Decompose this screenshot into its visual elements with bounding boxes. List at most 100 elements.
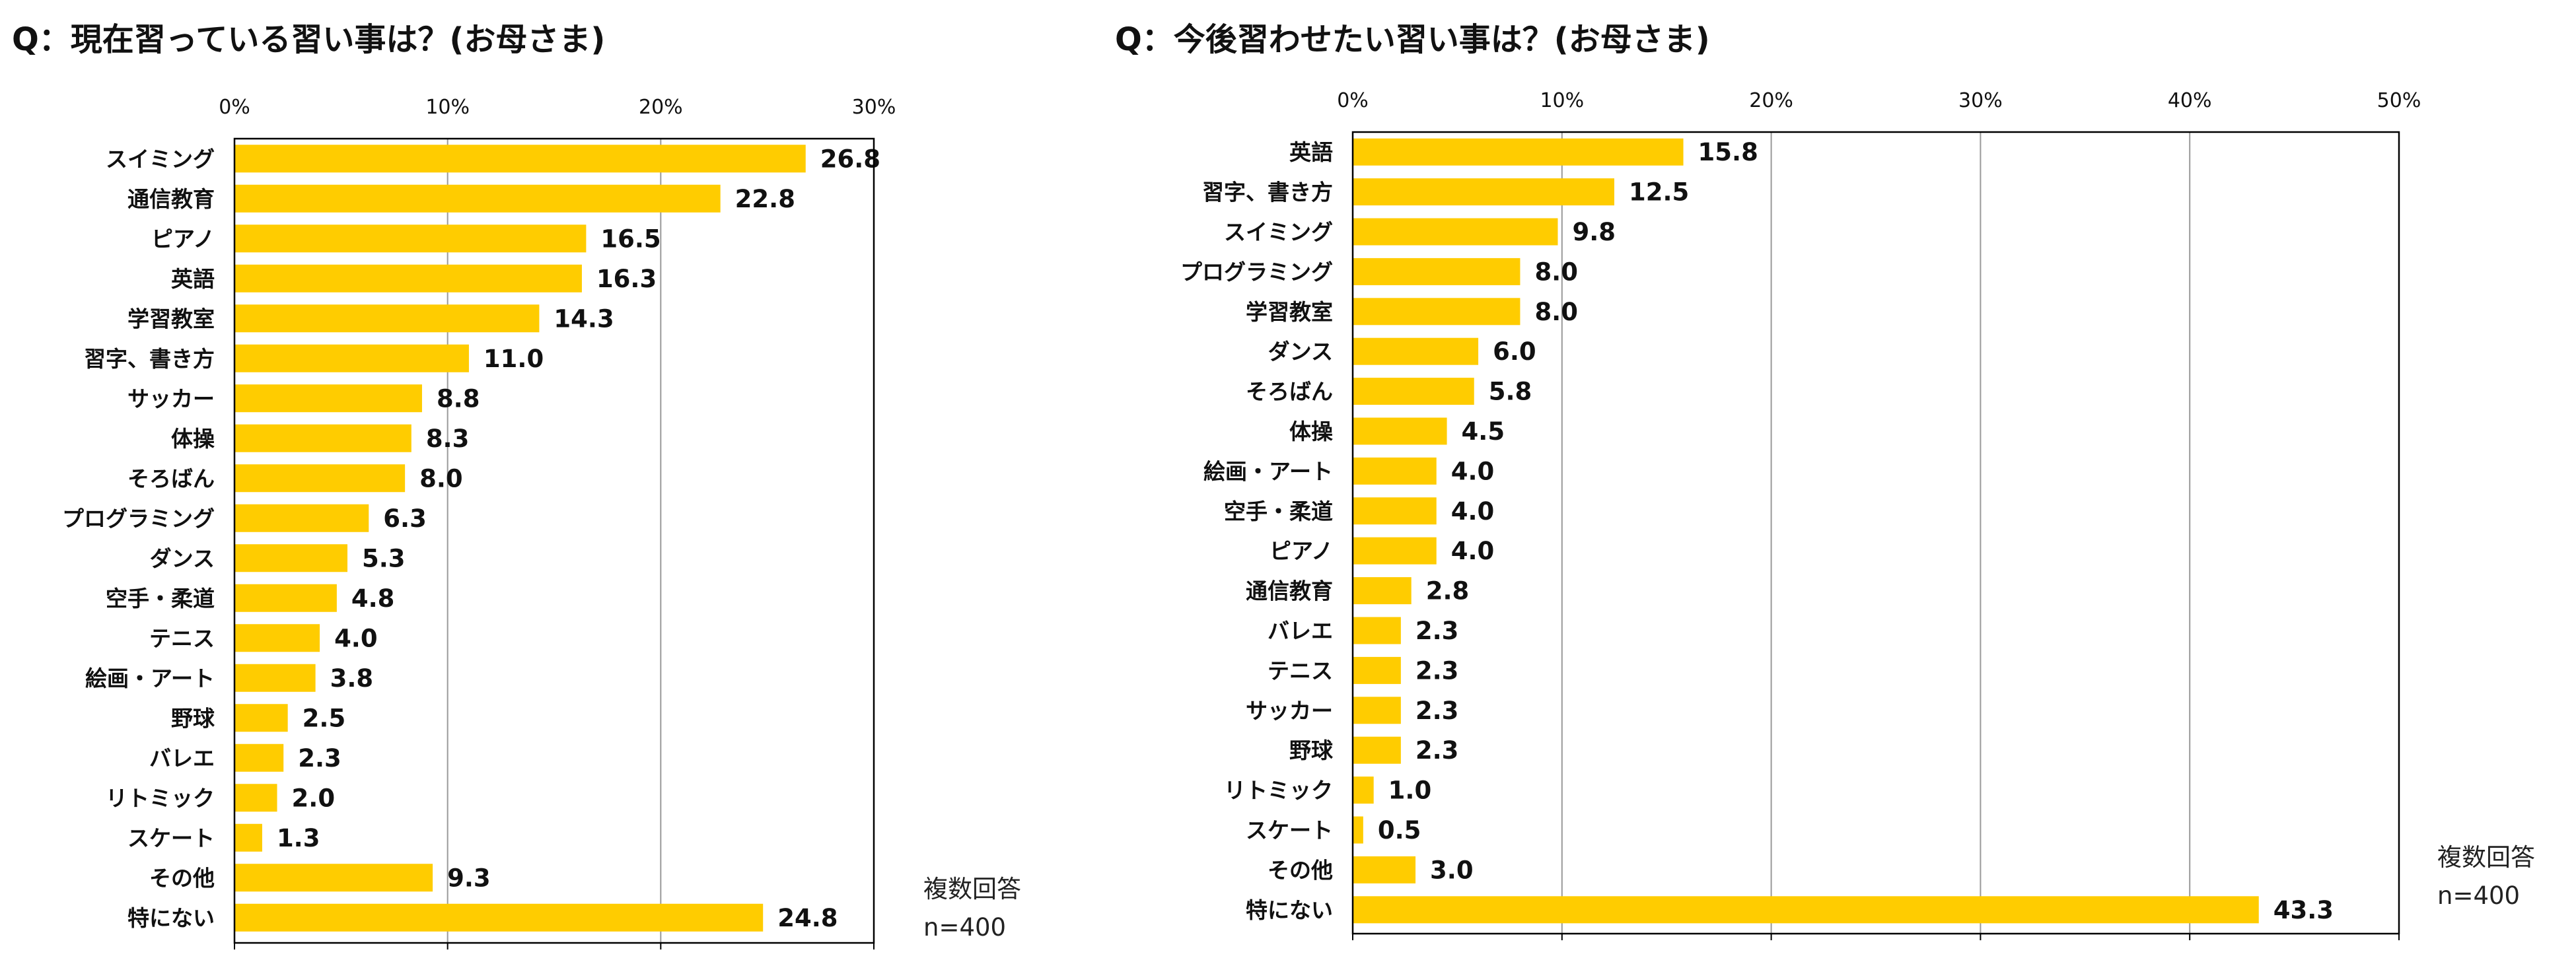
category-label-current-6: サッカー — [127, 386, 215, 411]
category-label-current-4: 学習教室 — [127, 306, 215, 331]
tick-label-future-5: 50% — [2377, 89, 2421, 112]
value-label-current-6: 8.8 — [437, 384, 480, 413]
bar-current-12 — [234, 624, 320, 652]
bar-current-15 — [234, 743, 284, 772]
category-label-future-9: 空手・柔道 — [1224, 499, 1333, 524]
value-label-current-5: 11.0 — [483, 345, 544, 373]
bar-current-10 — [234, 544, 348, 572]
value-label-current-1: 22.8 — [735, 185, 795, 213]
category-label-future-16: リトミック — [1224, 778, 1333, 804]
category-label-current-5: 習字、書き方 — [84, 346, 215, 372]
note-current-line2: n=400 — [923, 913, 1007, 942]
value-label-current-10: 5.3 — [362, 544, 406, 572]
category-label-current-3: 英語 — [171, 266, 215, 292]
value-label-future-0: 15.8 — [1698, 138, 1758, 166]
value-label-current-15: 2.3 — [298, 744, 341, 773]
value-label-current-8: 8.0 — [419, 464, 463, 493]
bar-current-19 — [234, 903, 764, 932]
category-label-future-6: そろばん — [1246, 379, 1333, 405]
bar-future-11 — [1353, 577, 1412, 605]
bar-future-1 — [1353, 178, 1614, 206]
category-label-current-9: プログラミング — [62, 506, 215, 532]
value-label-current-3: 16.3 — [596, 265, 657, 293]
category-label-future-10: ピアノ — [1270, 538, 1333, 564]
plot-frame-current — [233, 137, 875, 944]
bar-current-13 — [234, 664, 316, 692]
category-label-current-13: 絵画・アート — [85, 666, 215, 691]
category-label-future-11: 通信教育 — [1246, 578, 1333, 604]
tick-label-current-3: 30% — [852, 96, 896, 119]
category-label-future-15: 野球 — [1289, 738, 1334, 763]
value-label-future-5: 6.0 — [1493, 337, 1536, 366]
plot-frame-future — [1351, 131, 2400, 935]
bar-current-8 — [234, 464, 406, 493]
tick-label-current-1: 10% — [425, 96, 470, 119]
value-label-future-6: 5.8 — [1489, 378, 1532, 406]
category-label-future-14: サッカー — [1246, 698, 1333, 724]
category-label-current-2: ピアノ — [151, 226, 215, 252]
note-future-line2: n=400 — [2437, 881, 2521, 910]
tick-label-current-0: 0% — [219, 96, 250, 119]
value-label-future-7: 4.5 — [1462, 417, 1505, 446]
bar-future-5 — [1353, 337, 1479, 365]
category-label-current-19: 特にない — [127, 905, 215, 931]
tick-label-future-2: 20% — [1749, 89, 1793, 112]
tick-label-future-4: 40% — [2168, 89, 2212, 112]
bar-current-7 — [234, 424, 411, 452]
tick-label-current-2: 20% — [639, 96, 683, 119]
category-label-current-12: テニス — [149, 625, 215, 651]
value-label-current-2: 16.5 — [600, 224, 661, 253]
category-label-future-4: 学習教室 — [1246, 299, 1333, 325]
value-label-future-14: 2.3 — [1415, 697, 1459, 725]
category-label-future-8: 絵画・アート — [1203, 458, 1333, 484]
chart-title-future: Q：今後習わせたい習い事は？(お母さま) — [1115, 21, 1710, 58]
value-label-future-10: 4.0 — [1451, 537, 1495, 565]
bar-future-6 — [1353, 378, 1474, 405]
bar-future-17 — [1353, 816, 1363, 844]
bar-future-4 — [1353, 298, 1521, 326]
bar-current-6 — [234, 384, 422, 413]
category-label-future-3: プログラミング — [1180, 259, 1333, 285]
bar-future-0 — [1353, 138, 1684, 166]
value-label-current-16: 2.0 — [292, 784, 336, 812]
value-label-future-15: 2.3 — [1415, 736, 1459, 765]
category-label-future-13: テニス — [1268, 658, 1333, 683]
bar-current-5 — [234, 344, 469, 372]
bar-future-14 — [1353, 697, 1401, 724]
value-label-future-11: 2.8 — [1426, 577, 1470, 605]
note-future: 複数回答 n=400 — [2437, 839, 2535, 915]
note-current-line1: 複数回答 — [923, 875, 1021, 903]
category-label-future-1: 習字、書き方 — [1202, 180, 1333, 205]
value-label-current-9: 6.3 — [383, 504, 427, 533]
value-label-future-19: 43.3 — [2273, 896, 2334, 924]
bar-future-18 — [1353, 856, 1416, 883]
category-label-future-0: 英語 — [1289, 139, 1333, 165]
category-label-future-5: ダンス — [1268, 339, 1333, 364]
value-label-future-4: 8.0 — [1534, 298, 1578, 326]
bar-current-14 — [234, 704, 288, 732]
value-label-current-14: 2.5 — [303, 704, 346, 732]
note-future-line1: 複数回答 — [2437, 843, 2535, 872]
category-label-future-18: その他 — [1268, 857, 1333, 883]
category-label-current-10: ダンス — [150, 545, 215, 571]
category-label-current-11: 空手・柔道 — [106, 586, 215, 611]
value-label-current-17: 1.3 — [277, 824, 320, 852]
value-label-current-18: 9.3 — [447, 864, 491, 892]
category-label-current-16: リトミック — [106, 785, 215, 811]
value-label-future-3: 8.0 — [1534, 258, 1578, 286]
category-label-current-17: スケート — [127, 825, 215, 851]
bar-current-0 — [234, 145, 806, 173]
bar-future-16 — [1353, 776, 1374, 804]
category-label-current-0: スイミング — [106, 146, 215, 172]
bar-current-9 — [234, 504, 369, 532]
tick-label-future-1: 10% — [1540, 89, 1584, 112]
tick-label-future-0: 0% — [1337, 89, 1369, 112]
value-label-current-19: 24.8 — [777, 904, 838, 932]
value-label-current-12: 4.0 — [334, 624, 378, 652]
bar-current-16 — [234, 784, 277, 812]
category-label-future-17: スケート — [1246, 817, 1333, 843]
category-label-current-14: 野球 — [171, 705, 215, 731]
value-label-future-8: 4.0 — [1451, 457, 1495, 485]
bar-future-13 — [1353, 656, 1401, 684]
